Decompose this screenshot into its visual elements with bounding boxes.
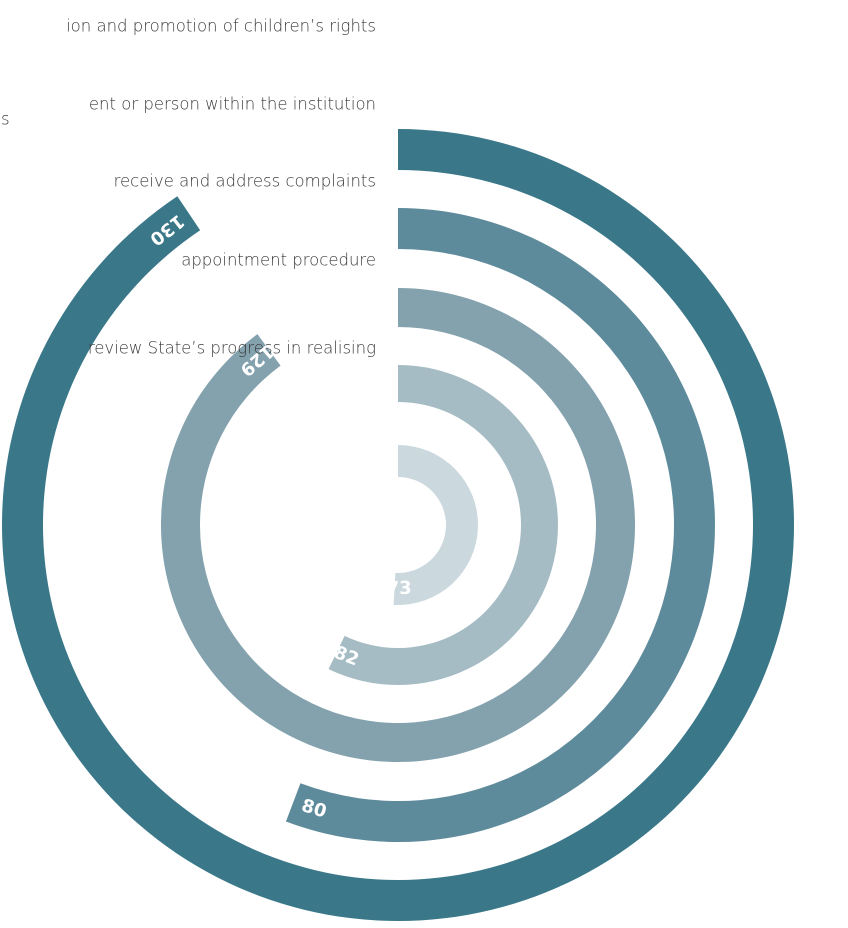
arc-bar-3 xyxy=(160,288,635,762)
category-label-extra-2: s xyxy=(1,110,10,129)
category-label-5: review State’s progress in realising xyxy=(88,339,376,358)
value-label-5: 73 xyxy=(386,578,411,599)
arc-bar-5 xyxy=(393,445,479,605)
category-label-1: ion and promotion of children’s rights xyxy=(66,17,376,36)
category-label-4: appointment procedure xyxy=(181,251,376,270)
category-label-2: ent or person within the institution xyxy=(89,95,376,114)
category-labels: ion and promotion of children’s rights en… xyxy=(1,17,376,358)
arc-bar-4 xyxy=(328,365,558,685)
category-label-3: receive and address complaints xyxy=(114,172,376,191)
chart-arcs xyxy=(1,129,794,921)
